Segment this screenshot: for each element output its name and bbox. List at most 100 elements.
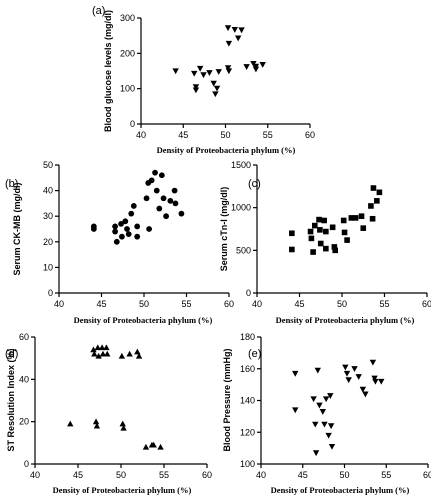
panel-d-data-point: [95, 352, 102, 359]
panel-a-data-point: [172, 68, 179, 75]
panel-e-x-tick-label: 55: [381, 470, 391, 480]
panel-c-x-tick-label: 40: [252, 299, 262, 309]
panel-d-data-point: [104, 350, 111, 357]
panel-d-data-point: [126, 350, 133, 357]
panel-d-x-tick-label: 50: [116, 470, 126, 480]
panel-d-points: [67, 344, 164, 450]
panel-e-data-point: [342, 364, 349, 371]
panel-c-data-point: [332, 247, 338, 254]
panel-a-data-point: [231, 27, 238, 33]
panel-e-data-point: [378, 378, 385, 385]
panel-c-data-point: [329, 224, 336, 231]
panel-a-x-axis-title: Density of Proteobacteria phylum (%): [157, 145, 296, 155]
panel-d-data-point: [90, 346, 97, 353]
panel-d-y-tick-label: 0: [24, 459, 29, 469]
panel-d-data-point: [99, 350, 107, 357]
panel-a-data-point: [210, 80, 217, 87]
panel-e-y-tick-label: 140: [240, 396, 255, 406]
panel-e-data-point: [343, 370, 351, 377]
panel-a-letter: (a): [92, 5, 105, 17]
panel-d-x-tick-label: 40: [30, 470, 40, 480]
panel-c-data-point: [308, 235, 315, 242]
panel-e-data-point: [328, 443, 336, 450]
panel-c-data-point: [360, 225, 367, 231]
panel-c-points: [289, 185, 383, 255]
panel-b-y-tick-label: 10: [43, 262, 53, 272]
panel-d-x-ticks: 40 45 50 55 60: [30, 464, 212, 480]
panel-c-data-point: [374, 198, 380, 204]
panel-b-data-point: [172, 200, 179, 207]
panel-e-y-axis-title: Blood Pressure (mmHg): [222, 348, 232, 451]
panel-e-x-tick-label: 40: [256, 470, 266, 480]
panel-a-data-point: [224, 25, 232, 32]
panel-e-data-point: [345, 377, 352, 384]
panel-a-y-tick-label: 300: [120, 13, 135, 23]
panel-c-data-point: [289, 230, 295, 237]
panel-e-data-point: [325, 432, 332, 439]
panel-b-data-point: [128, 210, 135, 217]
panel-e-data-point: [371, 375, 378, 382]
panel-b-data-point: [156, 205, 163, 212]
panel-b-y-tick-label: 40: [43, 186, 53, 196]
panel-c-y-tick-label: 0: [246, 288, 251, 298]
panel-a: (a) Density of Proteobacteria phylum (%)…: [92, 5, 315, 155]
panel-e-data-point: [327, 423, 335, 430]
panel-b-data-point: [167, 197, 174, 204]
panel-e-y-tick-label: 120: [240, 427, 255, 437]
panel-c-x-tick-label: 60: [422, 299, 431, 309]
panel-a-data-point: [213, 85, 221, 92]
panel-b-data-point: [112, 228, 118, 235]
panel-d-data-point: [103, 344, 110, 351]
panel-a-x-tick-label: 55: [263, 130, 273, 140]
panel-b-data-point: [143, 195, 150, 202]
panel-c-data-point: [368, 203, 374, 209]
panel-e-data-point: [321, 421, 328, 428]
panel-a-x-tick-label: 60: [305, 130, 315, 140]
panel-a-data-point: [252, 66, 260, 73]
panel-b-x-tick-label: 45: [96, 299, 106, 309]
panel-c-data-point: [352, 215, 359, 221]
panel-e-data-point: [362, 391, 369, 398]
panel-c: (c) Density of Proteobacteria phylum (%)…: [219, 160, 431, 325]
panel-b-data-point: [118, 220, 124, 227]
panel-a-x-tick-label: 50: [220, 130, 230, 140]
panel-a-y-tick-label: 200: [120, 48, 135, 58]
panel-e-letter: (e): [248, 348, 261, 360]
panel-c-data-point: [344, 237, 350, 243]
panel-b-data-point: [112, 223, 118, 230]
panel-d-data-point: [91, 350, 98, 357]
panel-b-data-point: [146, 226, 153, 232]
panel-e-x-axis-title: Density of Proteobacteria phylum (%): [271, 485, 410, 495]
panel-b-y-tick-label: 30: [43, 211, 53, 221]
panel-c-data-point: [376, 189, 383, 196]
panel-d-data-point: [118, 352, 126, 359]
panel-d-x-tick-label: 55: [159, 470, 169, 480]
panel-d-y-axis-title: ST Resolution Index (%): [6, 348, 16, 451]
panel-b-data-point: [90, 226, 97, 232]
panel-a-points: [172, 25, 266, 98]
panel-e-data-point: [310, 396, 317, 403]
panel-d-data-point: [134, 348, 141, 355]
panel-b-data-point: [124, 226, 130, 232]
panel-a-data-point: [224, 65, 232, 72]
panel-d-y-tick-label: 20: [19, 417, 29, 427]
panel-e-data-point: [292, 370, 299, 377]
panel-e-data-point: [355, 374, 362, 380]
panel-e-data-point: [322, 396, 330, 403]
panel-c-data-point: [316, 216, 322, 223]
panel-c-y-ticks: 0 500 1000 1500: [231, 160, 257, 298]
panel-c-data-point: [289, 246, 295, 253]
panel-d-data-point: [150, 441, 157, 448]
panel-c-data-point: [323, 228, 329, 235]
panel-b-x-ticks: 40 45 50 55 60: [54, 293, 234, 309]
panel-b-y-tick-label: 50: [43, 160, 53, 170]
panel-e: (e) Density of Proteobacteria phylum (%)…: [222, 332, 431, 495]
panel-c-x-axis-title: Density of Proteobacteria phylum (%): [276, 315, 415, 325]
panel-a-data-point: [225, 40, 233, 47]
panel-c-data-point: [323, 245, 329, 252]
panel-b-x-tick-label: 60: [224, 299, 234, 309]
panel-d-y-tick-label: 60: [19, 332, 29, 342]
panel-d-x-tick-label: 45: [73, 470, 83, 480]
